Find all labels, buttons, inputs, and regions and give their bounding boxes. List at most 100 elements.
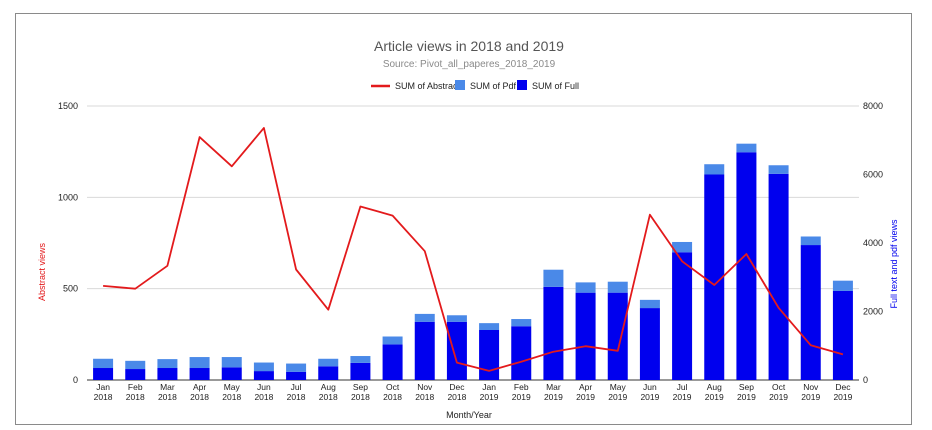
- bar-pdf: [736, 143, 757, 153]
- bar-pdf: [382, 336, 403, 345]
- bar-pdf: [800, 236, 821, 246]
- x-tick-month: Nov: [803, 382, 819, 392]
- views-chart: Article views in 2018 and 2019 Source: P…: [37, 38, 899, 420]
- x-tick-month: Dec: [835, 382, 851, 392]
- x-tick-year: 2019: [544, 392, 563, 402]
- x-tick-year: 2018: [287, 392, 306, 402]
- legend-abstract-label: SUM of Abstract: [395, 81, 461, 91]
- x-tick-month: Apr: [579, 382, 592, 392]
- bar-pdf: [253, 362, 274, 372]
- bar-pdf: [189, 357, 210, 369]
- x-tick-year: 2018: [190, 392, 209, 402]
- bar-pdf: [479, 323, 500, 330]
- x-tick-year: 2018: [158, 392, 177, 402]
- x-tick-year: 2019: [833, 392, 852, 402]
- bar-pdf: [639, 299, 660, 309]
- right-tick-label: 4000: [863, 238, 883, 248]
- x-tick-month: Mar: [160, 382, 175, 392]
- bar-full: [543, 286, 564, 380]
- legend-full-swatch: [517, 80, 527, 90]
- x-axis-ticks: Jan2018Feb2018Mar2018Apr2018May2018Jun20…: [94, 382, 853, 402]
- bar-full: [189, 368, 210, 380]
- bar-full: [575, 292, 596, 380]
- x-axis-label: Month/Year: [446, 410, 492, 420]
- x-tick-year: 2018: [319, 392, 338, 402]
- bar-pdf: [832, 280, 853, 291]
- left-tick-label: 1000: [58, 192, 78, 202]
- bar-pdf: [318, 358, 339, 367]
- x-tick-month: Jul: [291, 382, 302, 392]
- stacked-bars: [93, 143, 853, 380]
- x-tick-year: 2019: [769, 392, 788, 402]
- bar-pdf: [575, 282, 596, 293]
- bar-full: [93, 368, 114, 380]
- left-tick-label: 0: [73, 375, 78, 385]
- x-tick-year: 2019: [640, 392, 659, 402]
- gridlines: [87, 105, 859, 381]
- right-tick-label: 2000: [863, 307, 883, 317]
- x-tick-year: 2018: [447, 392, 466, 402]
- right-tick-label: 6000: [863, 170, 883, 180]
- bar-full: [253, 371, 274, 380]
- bar-full: [446, 321, 467, 380]
- bar-full: [607, 292, 628, 380]
- x-tick-month: Aug: [321, 382, 336, 392]
- bar-pdf: [125, 360, 146, 370]
- x-tick-month: Jun: [257, 382, 271, 392]
- x-tick-year: 2018: [415, 392, 434, 402]
- bar-pdf: [672, 241, 693, 253]
- left-axis-ticks: 0 500 1000 1500: [58, 101, 78, 385]
- bar-full: [704, 174, 725, 380]
- abstract-line: [103, 127, 844, 372]
- abstract-series-line: [103, 127, 844, 372]
- x-tick-year: 2019: [608, 392, 627, 402]
- x-tick-month: Sep: [739, 382, 754, 392]
- bar-pdf: [446, 315, 467, 322]
- chart-frame: Article views in 2018 and 2019 Source: P…: [15, 13, 912, 425]
- x-tick-month: Sep: [353, 382, 368, 392]
- x-tick-year: 2019: [737, 392, 756, 402]
- bar-pdf: [414, 313, 435, 322]
- x-tick-month: May: [610, 382, 627, 392]
- bar-full: [639, 308, 660, 380]
- x-tick-year: 2018: [222, 392, 241, 402]
- x-tick-month: Mar: [546, 382, 561, 392]
- bar-pdf: [93, 358, 114, 369]
- x-tick-year: 2018: [351, 392, 370, 402]
- bar-full: [414, 321, 435, 380]
- legend-full-label: SUM of Full: [532, 81, 579, 91]
- bar-pdf: [511, 319, 532, 327]
- x-tick-month: Oct: [386, 382, 400, 392]
- x-tick-year: 2019: [801, 392, 820, 402]
- bar-full: [382, 344, 403, 380]
- x-tick-month: Apr: [193, 382, 206, 392]
- x-tick-month: Jul: [677, 382, 688, 392]
- y-axis-left-label: Abstract views: [37, 242, 47, 301]
- x-tick-year: 2019: [512, 392, 531, 402]
- x-tick-year: 2019: [576, 392, 595, 402]
- y-axis-right-label: Full text and pdf views: [889, 219, 899, 309]
- x-tick-month: Feb: [128, 382, 143, 392]
- x-tick-year: 2019: [673, 392, 692, 402]
- x-tick-year: 2018: [383, 392, 402, 402]
- left-tick-label: 1500: [58, 101, 78, 111]
- bar-pdf: [768, 165, 789, 174]
- x-tick-month: May: [224, 382, 241, 392]
- bar-full: [350, 362, 371, 380]
- legend: SUM of Abstract SUM of Pdf SUM of Full: [371, 80, 579, 91]
- bar-full: [800, 245, 821, 380]
- x-tick-month: Jan: [96, 382, 110, 392]
- right-axis-ticks: 0 2000 4000 6000 8000: [863, 101, 883, 385]
- bar-pdf: [704, 164, 725, 175]
- x-tick-month: Dec: [449, 382, 465, 392]
- bar-full: [736, 152, 757, 380]
- bar-pdf: [607, 281, 628, 293]
- bar-full: [221, 367, 242, 380]
- x-tick-year: 2019: [705, 392, 724, 402]
- bar-full: [479, 329, 500, 380]
- bar-pdf: [350, 356, 371, 363]
- right-tick-label: 0: [863, 375, 868, 385]
- x-tick-month: Aug: [707, 382, 722, 392]
- bar-pdf: [286, 363, 307, 372]
- x-tick-year: 2019: [480, 392, 499, 402]
